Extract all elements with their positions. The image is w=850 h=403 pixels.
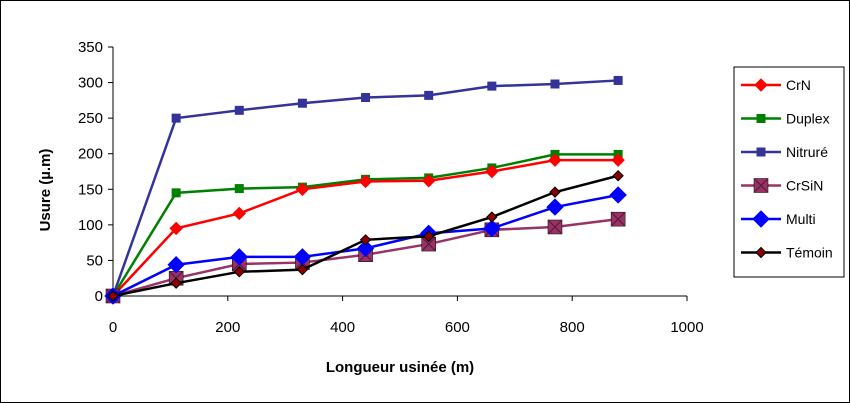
data-point-nitrure [297,98,307,108]
legend-item-crn: CrN [741,77,811,93]
data-point-crsin [547,219,563,235]
legend-swatch-marker [755,246,767,259]
data-point-crn [169,221,183,236]
y-axis-ticks: 0 50 100 150 200 250 300 350 [78,39,113,305]
data-point-multi [483,219,501,238]
legend-label: Nitruré [786,144,828,160]
data-point-temoin [486,211,498,223]
legend-item-temoin: Témoin [741,245,833,261]
data-point-nitrure [361,93,371,103]
data-point-crn [421,174,436,188]
legend-label: Duplex [786,111,830,127]
data-point-crn [548,153,562,167]
y-tick-label: 350 [78,39,103,56]
data-point-crn [295,182,310,196]
data-point-multi [356,239,375,258]
data-point-nitrure [234,105,244,115]
legend: CrN Duplex Nitruré CrSiN Multi Témoin [733,66,845,278]
data-point-nitrure [487,81,497,91]
y-tick-label: 0 [95,288,103,305]
y-tick-label: 100 [78,217,103,234]
legend-label: Témoin [786,245,833,261]
legend-label: Multi [786,211,816,227]
data-point-multi [546,198,564,216]
data-point-temoin [422,230,435,242]
y-tick-label: 250 [78,110,103,127]
x-axis-label: Longueur usinée (m) [326,359,474,376]
series-temoin [107,170,624,302]
data-point-crn [485,164,499,179]
legend-swatch-marker [753,178,769,193]
data-point-nitrure [171,113,181,123]
x-axis-ticks: 0 200 400 600 800 1000 [109,296,704,336]
y-tick-label: 150 [78,181,103,198]
data-point-crsin [421,236,437,252]
legend-item-duplex: Duplex [741,111,830,127]
x-tick-label: 600 [445,319,470,336]
legend-item-nitrure: Nitruré [741,144,828,160]
data-point-multi [167,255,185,274]
data-point-multi [230,248,248,266]
data-point-duplex [234,184,244,194]
data-point-temoin [107,290,119,302]
y-tick-label: 300 [78,75,103,92]
data-point-crn [358,174,373,189]
legend-item-crsin: CrSiN [741,178,823,194]
data-point-temoin [296,263,309,276]
series-nitrure [108,75,623,301]
series-layer [104,75,627,305]
data-point-temoin [549,186,561,198]
legend-swatch-marker [756,147,766,157]
data-point-temoin [359,234,372,246]
legend-items: CrN Duplex Nitruré CrSiN Multi Témoin [741,77,833,261]
series-multi [104,186,627,305]
y-axis-label: Usure (µ.m) [37,149,54,232]
data-point-nitrure [550,79,560,89]
data-point-crsin [610,211,626,227]
data-point-temoin [233,266,245,278]
legend-swatch-marker [754,78,768,92]
legend-label: CrN [786,77,811,93]
data-point-multi [609,186,627,204]
data-point-temoin [612,170,624,182]
x-tick-label: 1000 [670,319,703,336]
data-point-crn [611,153,625,167]
legend-label: CrSiN [786,178,823,194]
plot-area: 0 50 100 150 200 250 300 350 0 200 400 600 800 1000 [78,39,704,336]
data-point-duplex [171,188,181,198]
legend-swatch-marker [752,210,770,228]
data-point-crn [232,206,246,221]
x-tick-label: 200 [215,319,240,336]
x-tick-label: 400 [330,319,355,336]
y-tick-label: 200 [78,146,103,163]
y-tick-label: 50 [86,252,103,269]
x-tick-label: 800 [560,319,585,336]
data-point-nitrure [613,75,623,85]
legend-box [733,66,845,278]
legend-item-multi: Multi [741,210,816,228]
legend-swatch-marker [756,114,766,123]
x-tick-label: 0 [109,319,117,336]
data-point-temoin [170,277,182,289]
data-point-nitrure [424,90,434,100]
